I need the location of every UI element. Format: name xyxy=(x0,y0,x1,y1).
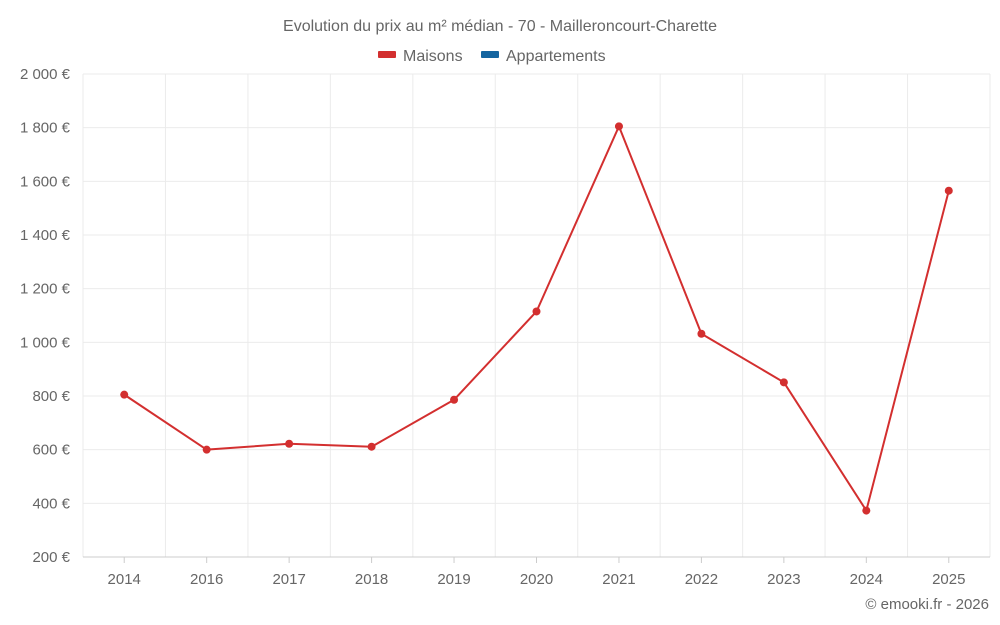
data-point-maisons-2025[interactable] xyxy=(944,186,953,195)
x-tick-label: 2022 xyxy=(685,571,718,588)
y-tick-label: 1 600 € xyxy=(20,173,71,190)
axes: 200 € 400 € 600 € 800 € 1 000 € 1 200 € 1 400 … xyxy=(20,66,990,588)
grid xyxy=(82,73,991,558)
x-tick-label: 2021 xyxy=(602,571,635,588)
data-point-maisons-2024[interactable] xyxy=(862,506,871,515)
series-maisons xyxy=(120,122,953,515)
data-point-maisons-2016[interactable] xyxy=(202,445,211,454)
y-tick-label: 1 000 € xyxy=(20,334,71,351)
legend: Maisons Appartements xyxy=(378,48,606,65)
y-tick-label: 800 € xyxy=(32,388,70,405)
data-point-maisons-2018[interactable] xyxy=(367,442,376,451)
data-point-maisons-2023[interactable] xyxy=(779,378,788,387)
x-tick-label: 2016 xyxy=(190,571,223,588)
data-point-maisons-2014[interactable] xyxy=(120,390,129,399)
y-tick-label: 2 000 € xyxy=(20,66,71,83)
legend-label-maisons: Maisons xyxy=(403,48,463,65)
legend-swatch-maisons xyxy=(378,51,396,58)
x-tick-label: 2025 xyxy=(932,571,965,588)
x-tick-label: 2014 xyxy=(108,571,141,588)
legend-item-appartements[interactable]: Appartements xyxy=(481,48,606,65)
x-tick-label: 2023 xyxy=(767,571,800,588)
data-point-maisons-2019[interactable] xyxy=(450,395,459,404)
y-tick-label: 1 400 € xyxy=(20,227,71,244)
y-tick-label: 600 € xyxy=(32,442,70,459)
y-tick-label: 1 800 € xyxy=(20,120,71,137)
x-tick-label: 2020 xyxy=(520,571,553,588)
data-point-maisons-2021[interactable] xyxy=(614,122,623,131)
data-point-maisons-2022[interactable] xyxy=(697,329,706,338)
x-tick-label: 2017 xyxy=(272,571,305,588)
x-tick-label: 2024 xyxy=(850,571,883,588)
data-point-maisons-2020[interactable] xyxy=(532,307,541,316)
chart-title: Evolution du prix au m² médian - 70 - Ma… xyxy=(283,18,717,35)
legend-label-appartements: Appartements xyxy=(506,48,606,65)
legend-item-maisons[interactable]: Maisons xyxy=(378,48,463,65)
y-tick-label: 1 200 € xyxy=(20,281,71,298)
legend-swatch-appartements xyxy=(481,51,499,58)
credit-text: © emooki.fr - 2026 xyxy=(865,596,989,613)
y-tick-label: 400 € xyxy=(32,495,70,512)
y-tick-label: 200 € xyxy=(32,549,70,566)
x-tick-label: 2019 xyxy=(437,571,470,588)
data-point-maisons-2017[interactable] xyxy=(285,439,294,448)
x-tick-label: 2018 xyxy=(355,571,388,588)
